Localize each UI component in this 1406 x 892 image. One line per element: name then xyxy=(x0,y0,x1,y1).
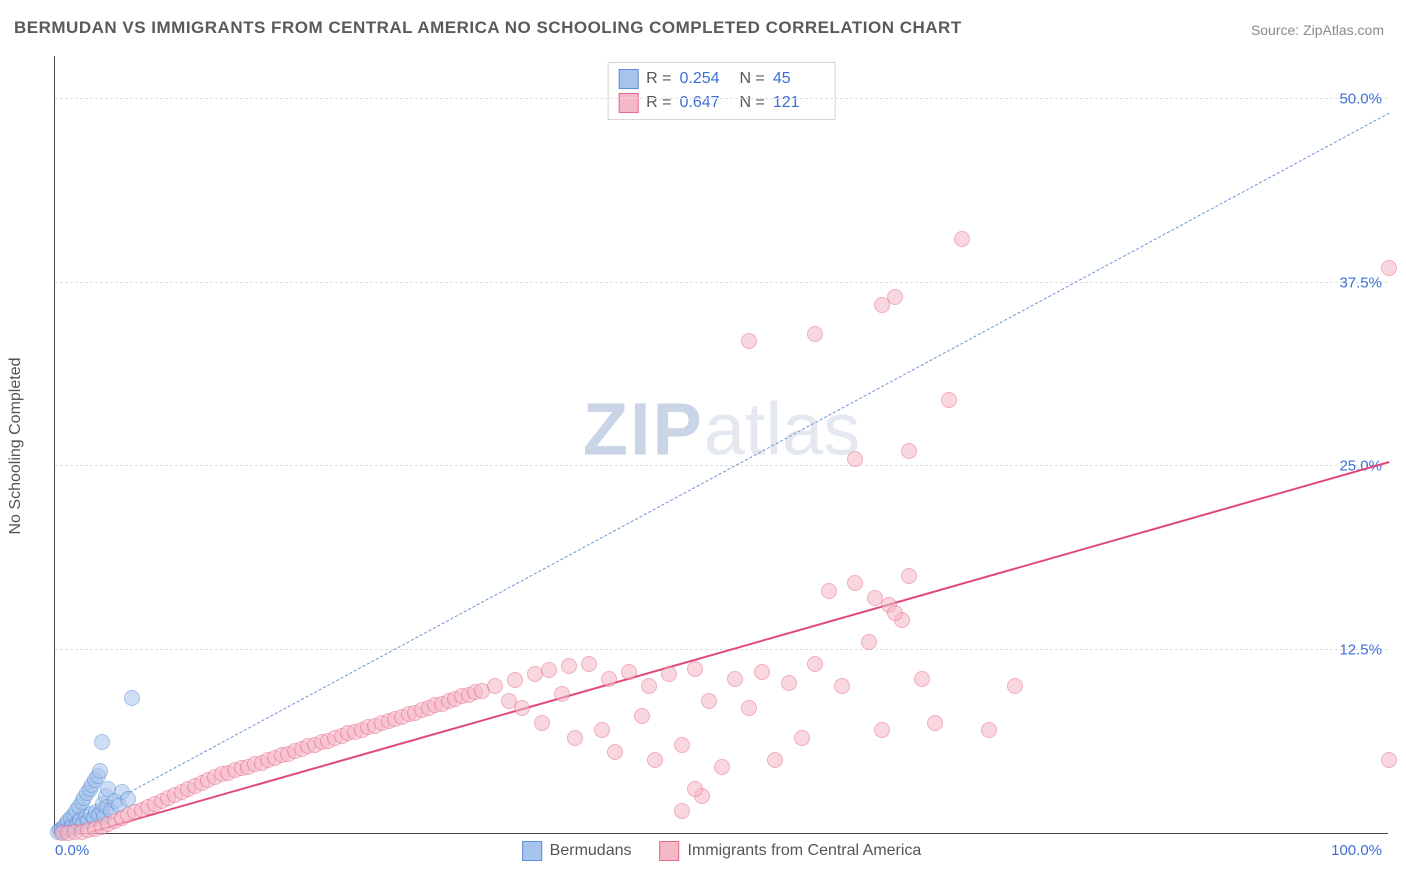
stats-row-bermudans: R = 0.254 N = 45 xyxy=(618,67,825,91)
data-point-immigrants_ca xyxy=(514,700,530,716)
grid-line xyxy=(55,282,1388,283)
stat-n-value-bermudans: 45 xyxy=(773,70,825,88)
data-point-immigrants_ca xyxy=(687,781,703,797)
data-point-bermudans xyxy=(94,734,110,750)
data-point-immigrants_ca xyxy=(554,686,570,702)
data-point-immigrants_ca xyxy=(741,700,757,716)
source-label: Source: ZipAtlas.com xyxy=(1251,22,1384,38)
data-point-bermudans xyxy=(124,690,140,706)
data-point-immigrants_ca xyxy=(887,605,903,621)
data-point-immigrants_ca xyxy=(727,671,743,687)
data-point-bermudans xyxy=(92,763,108,779)
data-point-immigrants_ca xyxy=(641,678,657,694)
data-point-immigrants_ca xyxy=(1381,752,1397,768)
data-point-immigrants_ca xyxy=(794,730,810,746)
data-point-immigrants_ca xyxy=(674,803,690,819)
swatch-bermudans xyxy=(618,69,638,89)
data-point-immigrants_ca xyxy=(487,678,503,694)
legend: Bermudans Immigrants from Central Americ… xyxy=(522,841,922,861)
grid-line xyxy=(55,98,1388,99)
chart-title: BERMUDAN VS IMMIGRANTS FROM CENTRAL AMER… xyxy=(14,18,962,38)
stat-r-value-immigrants: 0.647 xyxy=(680,94,732,112)
data-point-immigrants_ca xyxy=(534,715,550,731)
stat-n-label: N = xyxy=(740,94,765,112)
data-point-immigrants_ca xyxy=(647,752,663,768)
data-point-immigrants_ca xyxy=(621,664,637,680)
data-point-immigrants_ca xyxy=(561,658,577,674)
legend-item-bermudans: Bermudans xyxy=(522,841,632,861)
data-point-immigrants_ca xyxy=(981,722,997,738)
stat-n-value-immigrants: 121 xyxy=(773,94,825,112)
stat-r-label: R = xyxy=(646,70,671,88)
y-axis-label: No Schooling Completed xyxy=(7,358,25,535)
data-point-immigrants_ca xyxy=(807,656,823,672)
legend-item-immigrants: Immigrants from Central America xyxy=(659,841,921,861)
legend-swatch-bermudans xyxy=(522,841,542,861)
data-point-immigrants_ca xyxy=(781,675,797,691)
data-point-immigrants_ca xyxy=(914,671,930,687)
data-point-immigrants_ca xyxy=(567,730,583,746)
stats-row-immigrants: R = 0.647 N = 121 xyxy=(618,91,825,115)
data-point-immigrants_ca xyxy=(541,662,557,678)
data-point-immigrants_ca xyxy=(847,575,863,591)
data-point-immigrants_ca xyxy=(601,671,617,687)
swatch-immigrants xyxy=(618,93,638,113)
data-point-immigrants_ca xyxy=(954,231,970,247)
watermark-part2: atlas xyxy=(704,387,860,470)
stat-r-label: R = xyxy=(646,94,671,112)
data-point-immigrants_ca xyxy=(874,722,890,738)
data-point-immigrants_ca xyxy=(634,708,650,724)
data-point-immigrants_ca xyxy=(821,583,837,599)
data-point-immigrants_ca xyxy=(674,737,690,753)
y-tick-label: 12.5% xyxy=(1339,641,1382,658)
watermark-text: ZIPatlas xyxy=(583,386,860,471)
data-point-immigrants_ca xyxy=(581,656,597,672)
data-point-immigrants_ca xyxy=(767,752,783,768)
data-point-immigrants_ca xyxy=(594,722,610,738)
trend-line-immigrants_ca xyxy=(91,461,1389,833)
grid-line xyxy=(55,649,1388,650)
data-point-immigrants_ca xyxy=(927,715,943,731)
data-point-immigrants_ca xyxy=(861,634,877,650)
trend-line-bermudans xyxy=(55,113,1389,833)
x-tick-max: 100.0% xyxy=(1331,842,1382,859)
scatter-plot: ZIPatlas R = 0.254 N = 45 R = 0.647 N = … xyxy=(54,56,1388,834)
data-point-immigrants_ca xyxy=(687,661,703,677)
data-point-immigrants_ca xyxy=(874,297,890,313)
stat-n-label: N = xyxy=(740,70,765,88)
y-tick-label: 37.5% xyxy=(1339,274,1382,291)
x-tick-origin: 0.0% xyxy=(55,842,89,859)
data-point-immigrants_ca xyxy=(741,333,757,349)
data-point-immigrants_ca xyxy=(661,666,677,682)
data-point-immigrants_ca xyxy=(807,326,823,342)
grid-line xyxy=(55,465,1388,466)
data-point-immigrants_ca xyxy=(754,664,770,680)
data-point-immigrants_ca xyxy=(1381,260,1397,276)
data-point-immigrants_ca xyxy=(714,759,730,775)
data-point-immigrants_ca xyxy=(941,392,957,408)
data-point-immigrants_ca xyxy=(607,744,623,760)
data-point-immigrants_ca xyxy=(701,693,717,709)
data-point-immigrants_ca xyxy=(901,443,917,459)
legend-swatch-immigrants xyxy=(659,841,679,861)
data-point-immigrants_ca xyxy=(834,678,850,694)
y-tick-label: 50.0% xyxy=(1339,91,1382,108)
data-point-immigrants_ca xyxy=(901,568,917,584)
legend-label-immigrants: Immigrants from Central America xyxy=(687,842,921,860)
stat-r-value-bermudans: 0.254 xyxy=(680,70,732,88)
data-point-immigrants_ca xyxy=(1007,678,1023,694)
stats-box: R = 0.254 N = 45 R = 0.647 N = 121 xyxy=(607,62,836,120)
watermark-part1: ZIP xyxy=(583,387,704,470)
data-point-immigrants_ca xyxy=(847,451,863,467)
data-point-immigrants_ca xyxy=(507,672,523,688)
legend-label-bermudans: Bermudans xyxy=(550,842,632,860)
